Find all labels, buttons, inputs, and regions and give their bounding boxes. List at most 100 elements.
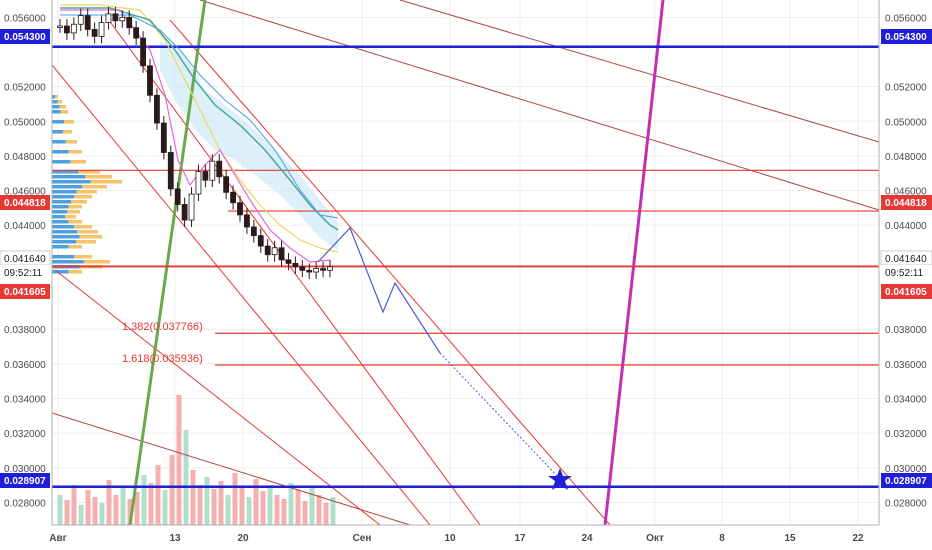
y-tick-label-right: 0.038000 xyxy=(885,325,927,336)
candle-body xyxy=(147,65,153,96)
y-tick-label-left: 0.050000 xyxy=(4,117,46,128)
profile-bar-blue xyxy=(52,200,72,204)
volume-bar xyxy=(183,430,189,525)
svg-text:0.028907: 0.028907 xyxy=(4,476,46,487)
profile-bar-blue xyxy=(52,130,63,134)
svg-text:09:52:11: 09:52:11 xyxy=(885,268,924,279)
profile-bar-blue xyxy=(52,220,69,224)
svg-text:0.041640: 0.041640 xyxy=(4,254,46,265)
profile-bar-orange xyxy=(68,270,82,274)
profile-bar-orange xyxy=(74,255,92,259)
volume-bar xyxy=(148,483,154,525)
candle-body xyxy=(105,13,112,23)
x-tick-label: 13 xyxy=(169,533,181,544)
volume-bar xyxy=(218,481,224,525)
badge-left-0543: 0.054300 xyxy=(0,29,50,44)
volume-bar xyxy=(330,497,336,525)
volume-bar xyxy=(288,483,294,525)
candle-body xyxy=(84,15,91,30)
volume-bar xyxy=(71,485,77,525)
profile-bar-blue xyxy=(52,215,66,219)
y-tick-label-left: 0.046000 xyxy=(4,187,46,198)
profile-bar-orange xyxy=(63,130,72,134)
profile-bar-blue xyxy=(52,180,91,184)
candle-body xyxy=(216,160,223,178)
candle-body xyxy=(112,13,119,22)
volume-bar xyxy=(225,495,231,525)
svg-text:0.044818: 0.044818 xyxy=(4,198,46,209)
profile-bar-blue xyxy=(52,260,84,264)
profile-bar-blue xyxy=(52,170,79,174)
profile-bar-orange xyxy=(59,105,66,109)
volume-bar xyxy=(155,465,161,525)
y-tick-label-right: 0.056000 xyxy=(885,13,927,24)
long-trend-1 xyxy=(199,0,879,211)
volume-bar xyxy=(309,487,315,525)
svg-text:0.028907: 0.028907 xyxy=(885,476,927,487)
x-tick-label: 10 xyxy=(444,533,456,544)
candle-body xyxy=(250,226,257,237)
y-tick-label-left: 0.030000 xyxy=(4,464,46,475)
candlesticks xyxy=(57,6,333,279)
candle-body xyxy=(188,193,195,221)
x-tick-label: 24 xyxy=(581,533,593,544)
candle-body xyxy=(154,94,160,124)
volume-bar xyxy=(57,495,63,525)
svg-text:0.054300: 0.054300 xyxy=(885,32,927,43)
svg-text:0.054300: 0.054300 xyxy=(4,32,46,43)
long-trend-3 xyxy=(52,412,411,525)
y-axis-labels: 0.056000 0.056000 0.052000 0.052000 0.050000… xyxy=(4,13,927,509)
volume-bar xyxy=(316,495,322,525)
channel-line-1 xyxy=(52,64,431,525)
badge-right-time: 09:52:11 xyxy=(881,265,932,279)
profile-bar-blue xyxy=(52,195,74,199)
x-tick-label: 20 xyxy=(237,533,249,544)
volume-bar xyxy=(141,475,147,525)
profile-bar-orange xyxy=(55,95,58,99)
x-tick-label: 17 xyxy=(514,533,526,544)
badge-left-028907: 0.028907 xyxy=(0,473,50,488)
candle-body xyxy=(126,16,133,29)
volume-bar xyxy=(197,485,203,525)
profile-bar-blue xyxy=(52,105,60,109)
y-tick-label-right: 0.032000 xyxy=(885,429,927,440)
profile-bar-blue xyxy=(52,245,69,249)
profile-bar-orange xyxy=(82,185,107,189)
profile-bar-orange xyxy=(79,235,102,239)
y-tick-label-right: 0.044000 xyxy=(885,221,927,232)
volume-bars xyxy=(57,395,336,525)
badge-right-044818: 0.044818 xyxy=(881,195,932,210)
profile-bar-orange xyxy=(57,100,62,104)
fib-label-1382: 1.382(0.037766) xyxy=(122,321,203,333)
profile-bar-orange xyxy=(67,210,80,214)
y-tick-label-right: 0.034000 xyxy=(885,395,927,406)
candle-body xyxy=(181,204,188,221)
svg-text:0.041605: 0.041605 xyxy=(885,287,927,298)
candle-body xyxy=(257,235,264,247)
profile-bar-orange xyxy=(83,260,110,264)
y-tick-label-right: 0.046000 xyxy=(885,187,927,198)
profile-bar-orange xyxy=(85,175,112,179)
candle-body xyxy=(327,266,333,271)
volume-bar xyxy=(246,497,252,525)
channel-line-2 xyxy=(104,14,481,525)
candle-body xyxy=(306,269,313,273)
profile-bar-blue xyxy=(52,120,65,124)
badge-left-time: 09:52:11 xyxy=(0,265,50,279)
candle-body xyxy=(320,268,326,271)
volume-bar xyxy=(85,490,91,525)
candle-body xyxy=(133,27,140,39)
profile-bar-blue xyxy=(52,210,68,214)
profile-bar-orange xyxy=(77,230,98,234)
candle-body xyxy=(195,171,202,195)
x-tick-label: 22 xyxy=(852,533,864,544)
profile-bar-orange xyxy=(71,200,87,204)
profile-bar-blue xyxy=(52,95,56,99)
profile-bar-orange xyxy=(64,120,74,124)
volume-bar xyxy=(120,487,126,525)
candle-body xyxy=(119,16,126,22)
badge-right-028907: 0.028907 xyxy=(881,473,932,488)
profile-bar-blue xyxy=(52,190,77,194)
candle-body xyxy=(98,22,105,37)
